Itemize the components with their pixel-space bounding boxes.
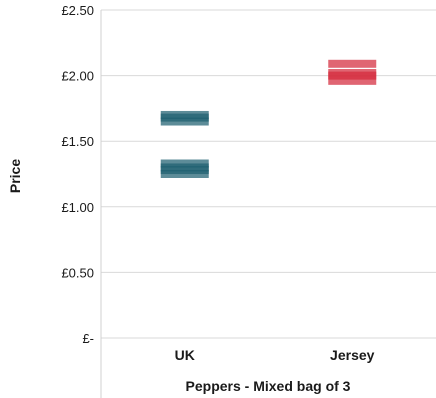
y-axis-title: Price [7,159,23,193]
data-point-dash [328,76,377,85]
y-tick-label: £0.50 [61,265,94,280]
y-tick-label: £1.50 [61,134,94,149]
y-tick-label: £2.50 [61,3,94,18]
data-point-dash [160,110,209,119]
data-point-dash [160,159,209,168]
y-tick-label: £- [82,331,94,346]
x-category-label: UK [175,347,195,363]
data-point-dash [328,59,377,68]
y-tick-labels: £- £0.50 £1.00 £1.50 £2.00 £2.50 [61,3,94,346]
y-tick-label: £1.00 [61,200,94,215]
gridlines [101,9,436,339]
data-marks [160,59,377,178]
x-category-labels: UK Jersey [175,347,375,363]
y-tick-label: £2.00 [61,69,94,84]
x-category-label: Jersey [330,347,375,363]
x-axis-title: Peppers - Mixed bag of 3 [186,378,351,394]
data-point-dash [328,68,377,77]
